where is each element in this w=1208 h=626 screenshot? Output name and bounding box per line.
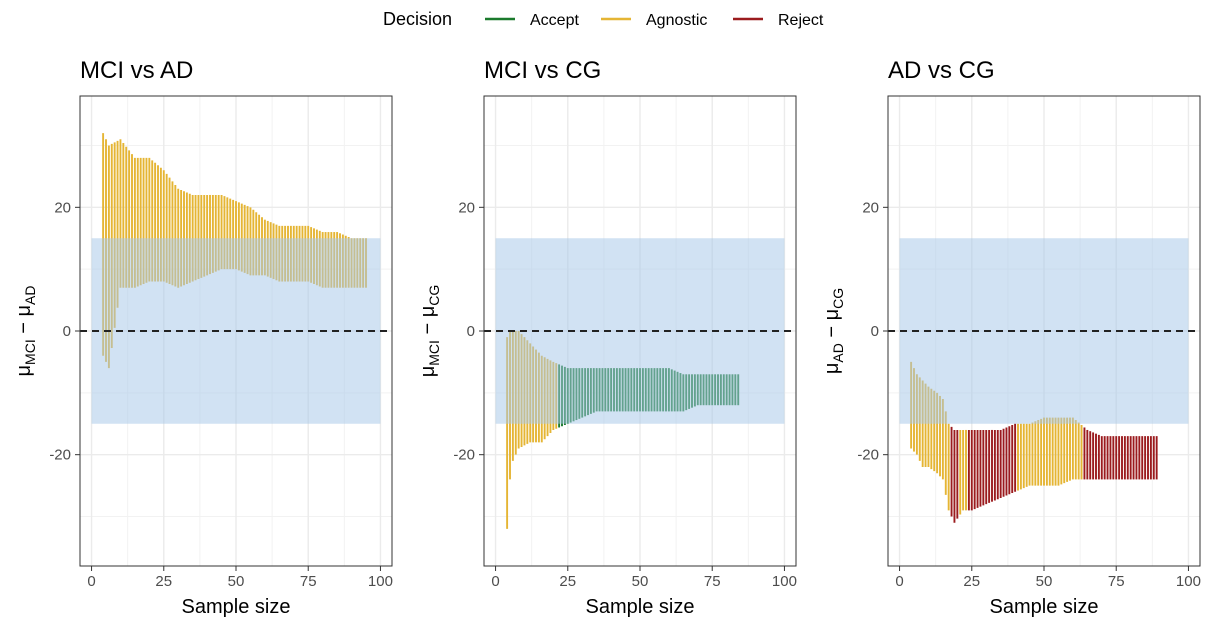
panel-1: MCI vs AD 0 25 50 75 100 -20 0 20 Sample size μMCI… (13, 57, 393, 618)
legend-label-accept: Accept (530, 12, 579, 29)
y-tick-label: 20 (458, 199, 475, 216)
x-tick-label: 100 (1176, 573, 1201, 590)
y-tick-label: 0 (467, 323, 475, 340)
x-tick-label: 75 (704, 573, 721, 590)
y-tick-label: -20 (49, 447, 71, 464)
x-axis-title: Sample size (586, 596, 695, 618)
y-tick-label: 0 (63, 323, 71, 340)
x-tick-label: 25 (963, 573, 980, 590)
x-tick-label: 50 (632, 573, 649, 590)
x-tick-label: 100 (368, 573, 393, 590)
legend-title: Decision (383, 9, 452, 29)
y-axis-title: μMCI − μCG (417, 285, 442, 378)
x-tick-label: 75 (1108, 573, 1125, 590)
x-tick-label: 25 (155, 573, 172, 590)
y-tick-label: 20 (862, 199, 879, 216)
legend-label-agnostic: Agnostic (646, 12, 707, 29)
x-tick-label: 50 (1036, 573, 1053, 590)
panel-title: MCI vs AD (80, 57, 193, 84)
y-tick-label: -20 (453, 447, 475, 464)
x-tick-label: 50 (228, 573, 245, 590)
x-tick-label: 0 (87, 573, 95, 590)
y-axis-title: μAD − μCG (821, 288, 846, 374)
x-tick-label: 25 (559, 573, 576, 590)
x-tick-label: 100 (772, 573, 797, 590)
legend: Decision Accept Agnostic Reject (383, 9, 824, 29)
y-tick-label: 0 (871, 323, 879, 340)
x-tick-label: 0 (491, 573, 499, 590)
panel-2: MCI vs CG 0 25 50 75 100 -20 0 20 Sample size μMCI… (417, 57, 797, 618)
panels: MCI vs AD 0 25 50 75 100 -20 0 20 Sample size μMCI… (13, 57, 1201, 618)
legend-label-reject: Reject (778, 12, 824, 29)
x-axis-title: Sample size (182, 596, 291, 618)
y-tick-label: -20 (857, 447, 879, 464)
panel-title: AD vs CG (888, 57, 995, 84)
panel-title: MCI vs CG (484, 57, 601, 84)
x-axis-title: Sample size (990, 596, 1099, 618)
y-tick-label: 20 (54, 199, 71, 216)
x-tick-label: 0 (895, 573, 903, 590)
panel-3: AD vs CG 0 25 50 75 100 -20 0 20 Sample size μAD −… (821, 57, 1201, 618)
y-axis-title: μMCI − μAD (13, 286, 38, 377)
x-tick-label: 75 (300, 573, 317, 590)
